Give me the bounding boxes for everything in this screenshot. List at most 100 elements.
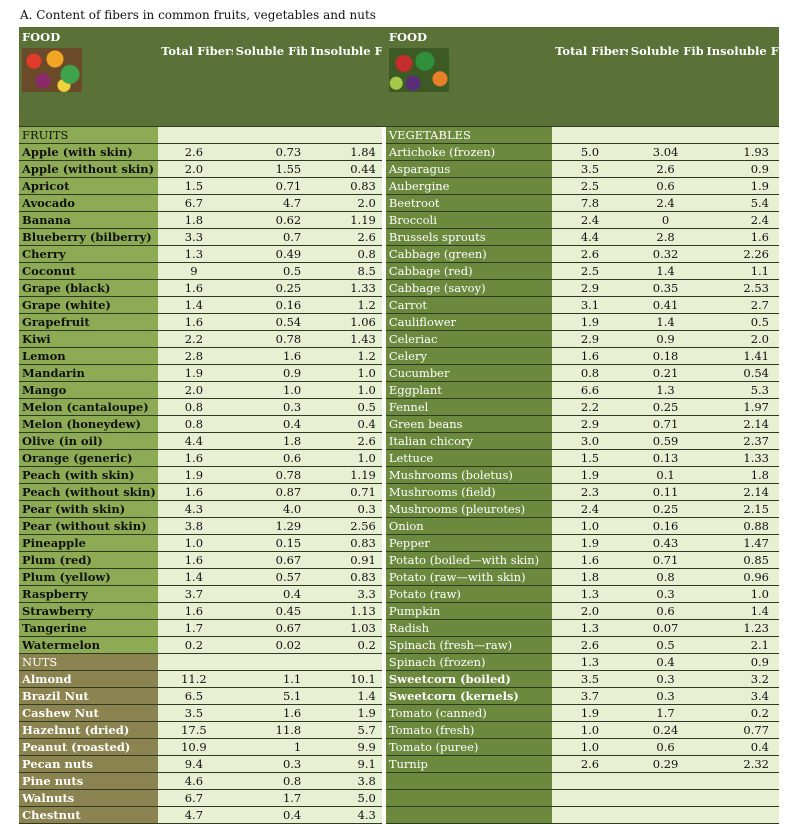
fruit-value: 0.45 <box>232 602 308 620</box>
nut-value: 5.0 <box>307 789 382 807</box>
column-gap <box>381 177 386 195</box>
nut-value: 11.8 <box>232 721 308 739</box>
vegetable-name: Tomato (canned) <box>385 704 553 722</box>
vegetable-name: Lettuce <box>385 449 553 467</box>
table-row: Pecan nuts 9.4 0.3 9.1 Turnip 2.6 0.29 2.32 <box>19 755 779 773</box>
table-row: Apple (without skin) 2.0 1.55 0.44 Asparagus… <box>19 160 779 178</box>
fruit-name: Melon (honeydew) <box>19 415 159 433</box>
vegetable-name: Mushrooms (field) <box>385 483 553 501</box>
vegetable-value: 1.8 <box>552 568 628 586</box>
vegetable-value: 2.8 <box>627 228 704 246</box>
vegetable-value: 1.5 <box>552 449 628 467</box>
fruit-value: 1.9 <box>158 466 233 484</box>
vegetable-value: 2.4 <box>552 211 628 229</box>
vegetable-name: Potato (raw—with skin) <box>385 568 553 586</box>
vegetable-value: 2.0 <box>703 330 779 348</box>
vegetable-value: 0.6 <box>627 177 704 195</box>
vegetable-value: 2.4 <box>627 194 704 212</box>
vegetable-name: Beetroot <box>385 194 553 212</box>
vegetable-value: 0.96 <box>703 568 779 586</box>
fruit-value: 3.8 <box>158 517 233 535</box>
fiber-table: FOOD Total Fibers g/100 g Soluble Fiber … <box>19 27 779 824</box>
fruit-value: 1.13 <box>307 602 382 620</box>
nut-name: Almond <box>19 670 159 688</box>
fruit-value: 4.3 <box>158 500 233 518</box>
column-gap <box>381 160 386 178</box>
vegetable-value: 3.2 <box>703 670 779 688</box>
fruit-value: 1.8 <box>158 211 233 229</box>
fruit-value: 1.6 <box>158 602 233 620</box>
vegetable-value: 5.3 <box>703 381 779 399</box>
nut-value: 1 <box>232 738 308 756</box>
fruit-value: 4.4 <box>158 432 233 450</box>
right-soluble-fiber-header: Soluble Fiber g/100 g <box>627 27 704 127</box>
nut-name: Brazil Nut <box>19 687 159 705</box>
vegetable-value: 1.9 <box>552 466 628 484</box>
fruit-value: 0.25 <box>232 279 308 297</box>
fruit-value: 2.0 <box>158 381 233 399</box>
vegetable-name: Turnip <box>385 755 553 773</box>
empty-cell <box>552 789 628 807</box>
vegetable-value: 1.0 <box>552 517 628 535</box>
vegetable-value: 7.8 <box>552 194 628 212</box>
empty-cell <box>703 789 779 807</box>
nut-value: 10.1 <box>307 670 382 688</box>
table-caption: A. Content of fibers in common fruits, v… <box>20 8 376 22</box>
table-row: Peach (without skin) 1.6 0.87 0.71 Mushrooms… <box>19 483 779 501</box>
vegetable-value: 1.0 <box>552 721 628 739</box>
fruit-value: 0.71 <box>232 177 308 195</box>
vegetable-value: 1.47 <box>703 534 779 552</box>
column-gap <box>381 347 386 365</box>
fruit-value: 0.5 <box>307 398 382 416</box>
table-row: Olive (in oil) 4.4 1.8 2.6 Italian chicory 3.… <box>19 432 779 450</box>
vegetable-value: 0.9 <box>703 653 779 671</box>
table-row: Tangerine 1.7 0.67 1.03 Radish 1.3 0.07 1.23 <box>19 619 779 637</box>
fruit-value: 0.91 <box>307 551 382 569</box>
column-gap <box>381 534 386 552</box>
column-gap <box>381 500 386 518</box>
fruit-value: 1.6 <box>158 483 233 501</box>
fruit-value: 1.8 <box>232 432 308 450</box>
vegetable-value: 1.9 <box>552 534 628 552</box>
vegetable-value: 2.37 <box>703 432 779 450</box>
vegetable-value: 2.2 <box>552 398 628 416</box>
nut-value: 6.5 <box>158 687 233 705</box>
vegetable-value: 0.1 <box>627 466 704 484</box>
fruit-name: Pineapple <box>19 534 159 552</box>
vegetable-value: 2.14 <box>703 415 779 433</box>
fruit-value: 1.33 <box>307 279 382 297</box>
vegetable-value: 0.77 <box>703 721 779 739</box>
vegetable-name: Spinach (frozen) <box>385 653 553 671</box>
fruit-name: Strawberry <box>19 602 159 620</box>
vegetable-value: 3.04 <box>627 143 704 161</box>
vegetable-name: Asparagus <box>385 160 553 178</box>
column-gap <box>381 755 386 773</box>
vegetable-value: 6.6 <box>552 381 628 399</box>
vegetable-value: 1.4 <box>627 262 704 280</box>
empty-cell <box>158 126 233 144</box>
fruit-value: 1.0 <box>307 364 382 382</box>
left-food-label: FOOD <box>22 30 61 44</box>
table-row: Avocado 6.7 4.7 2.0 Beetroot 7.8 2.4 5.4 <box>19 194 779 212</box>
vegetable-value: 1.0 <box>552 738 628 756</box>
fruit-value: 1.0 <box>307 381 382 399</box>
fruit-value: 2.0 <box>307 194 382 212</box>
vegetable-name: Carrot <box>385 296 553 314</box>
nut-value: 0.8 <box>232 772 308 790</box>
vegetable-value: 3.5 <box>552 160 628 178</box>
vegetable-value: 0.5 <box>627 636 704 654</box>
empty-cell <box>307 126 382 144</box>
fruits-section-label: FRUITS <box>19 126 159 144</box>
vegetable-value: 2.5 <box>552 177 628 195</box>
vegetable-value: 0.3 <box>627 687 704 705</box>
vegetable-name: Broccoli <box>385 211 553 229</box>
vegetable-value: 1.3 <box>552 585 628 603</box>
table-row: Banana 1.8 0.62 1.19 Broccoli 2.4 0 2.4 <box>19 211 779 229</box>
nut-value: 4.7 <box>158 806 233 824</box>
table-row: Pear (with skin) 4.3 4.0 0.3 Mushrooms (pleu… <box>19 500 779 518</box>
nut-value: 11.2 <box>158 670 233 688</box>
vegetable-value: 0.43 <box>627 534 704 552</box>
vegetable-value: 0.9 <box>703 160 779 178</box>
fruit-value: 1.6 <box>158 279 233 297</box>
vegetable-value: 0.88 <box>703 517 779 535</box>
